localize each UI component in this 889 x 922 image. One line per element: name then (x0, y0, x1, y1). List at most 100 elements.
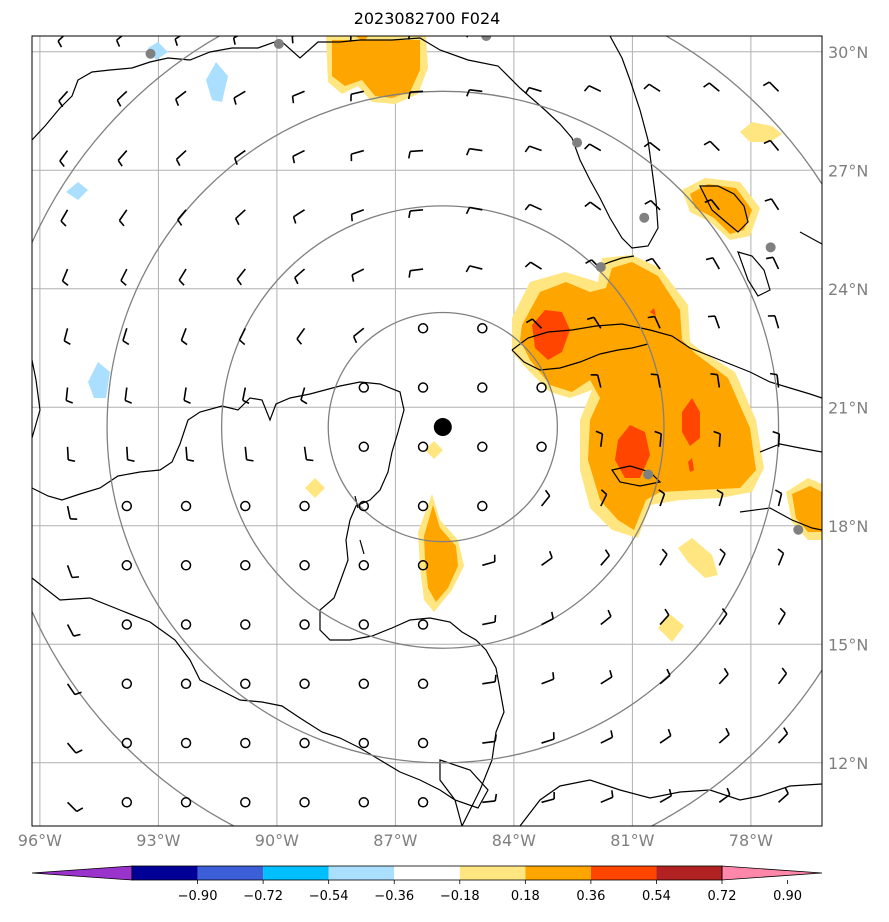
colorbar-segment (590, 866, 657, 880)
wind-barb (408, 268, 424, 278)
calm-wind-marker (180, 737, 192, 749)
colorbar-segment (197, 866, 264, 880)
calm-wind-marker (417, 619, 429, 630)
calm-wind-marker (240, 797, 251, 808)
calm-wind-marker (240, 500, 251, 512)
wind-barb (118, 209, 128, 227)
latitude-label: 12°N (828, 754, 868, 773)
calm-wind-marker (180, 560, 192, 571)
wind-barb (762, 81, 780, 92)
wind-barb (482, 674, 497, 685)
station-marker (145, 48, 156, 59)
wind-barb (767, 315, 780, 329)
wind-barb (66, 624, 81, 637)
calm-wind-marker (121, 500, 133, 512)
wind-barb (350, 149, 365, 162)
wind-barb (718, 787, 731, 803)
wind-barb (777, 727, 789, 744)
wind-barb (117, 150, 128, 167)
wind-barb (465, 147, 483, 156)
colorbar-tick-label: −0.90 (178, 889, 218, 904)
wind-barb (61, 268, 69, 286)
calm-wind-marker (477, 382, 488, 393)
wind-barb (244, 446, 254, 462)
wind-barb (590, 374, 602, 388)
map-plot-area (32, 23, 845, 826)
wind-barb (407, 90, 424, 100)
wind-barb (703, 25, 719, 32)
wind-barb (825, 198, 838, 209)
wind-barb (824, 140, 838, 151)
wind-barb (178, 268, 187, 286)
colorbar-tick-label: 0.18 (511, 889, 540, 904)
calm-wind-marker (358, 382, 370, 393)
wind-barb (233, 149, 246, 165)
anomaly-region (678, 538, 718, 578)
wind-barb (658, 489, 666, 507)
latitude-label: 15°N (828, 635, 868, 654)
wind-barb (777, 667, 788, 685)
wind-barb (650, 373, 661, 388)
calm-wind-marker (358, 737, 370, 749)
wind-barb (645, 257, 661, 270)
calm-wind-marker (358, 441, 370, 453)
wind-barb (303, 446, 314, 462)
wind-barb (584, 143, 602, 152)
wind-barb (66, 801, 84, 813)
longitude-label: 84°W (492, 831, 536, 850)
calm-wind-marker (299, 678, 310, 690)
colorbar-tick-label: −0.36 (374, 889, 414, 904)
calm-wind-marker (417, 797, 429, 808)
wind-barb (175, 149, 187, 166)
wind-barb (465, 206, 483, 215)
wind-barb (703, 82, 720, 92)
wind-barb (124, 387, 132, 404)
wind-barb (659, 728, 672, 744)
wind-barb (234, 209, 246, 226)
wind-barb (465, 265, 483, 273)
anomaly-region (615, 425, 650, 478)
wind-barb (185, 446, 195, 462)
anomaly-region (305, 478, 325, 498)
wind-barb (823, 23, 838, 32)
anomaly-shading (66, 36, 822, 642)
wind-barb (291, 90, 305, 104)
wind-barb (296, 327, 306, 345)
calm-wind-marker (240, 678, 251, 690)
calm-wind-marker (180, 619, 192, 630)
wind-barb (526, 29, 542, 35)
calm-wind-marker (358, 678, 370, 690)
wind-barb (838, 668, 845, 684)
wind-barb (763, 139, 780, 152)
wind-barb (116, 90, 128, 107)
wind-barb (524, 86, 542, 95)
map-frame (31, 35, 823, 827)
colorbar-tick-label: 0.90 (773, 889, 802, 904)
wind-barb (764, 198, 780, 211)
wind-barb (716, 489, 724, 507)
wind-barb (584, 201, 602, 211)
wind-barb (524, 203, 542, 211)
colorbar-segment (263, 866, 329, 880)
calm-wind-marker (417, 737, 429, 749)
wind-barb (586, 316, 602, 329)
colorbar-extend-high (721, 865, 823, 881)
anomaly-region (88, 362, 110, 398)
calm-wind-marker (180, 797, 192, 808)
wind-barb (718, 548, 726, 566)
wind-barb (600, 549, 611, 566)
colorbar-segment (394, 866, 460, 880)
wind-barb (58, 90, 69, 108)
range-rings (32, 36, 822, 826)
wind-barb (777, 548, 785, 566)
anomaly-region (66, 182, 88, 200)
wind-barb (541, 672, 555, 685)
longitude-label: 81°W (610, 831, 654, 850)
station-marker (765, 242, 776, 253)
range-ring (327, 311, 559, 543)
anomaly-region (532, 310, 570, 360)
latitude-label: 27°N (828, 161, 868, 180)
coastlines (32, 36, 822, 826)
calm-wind-marker (358, 560, 370, 571)
